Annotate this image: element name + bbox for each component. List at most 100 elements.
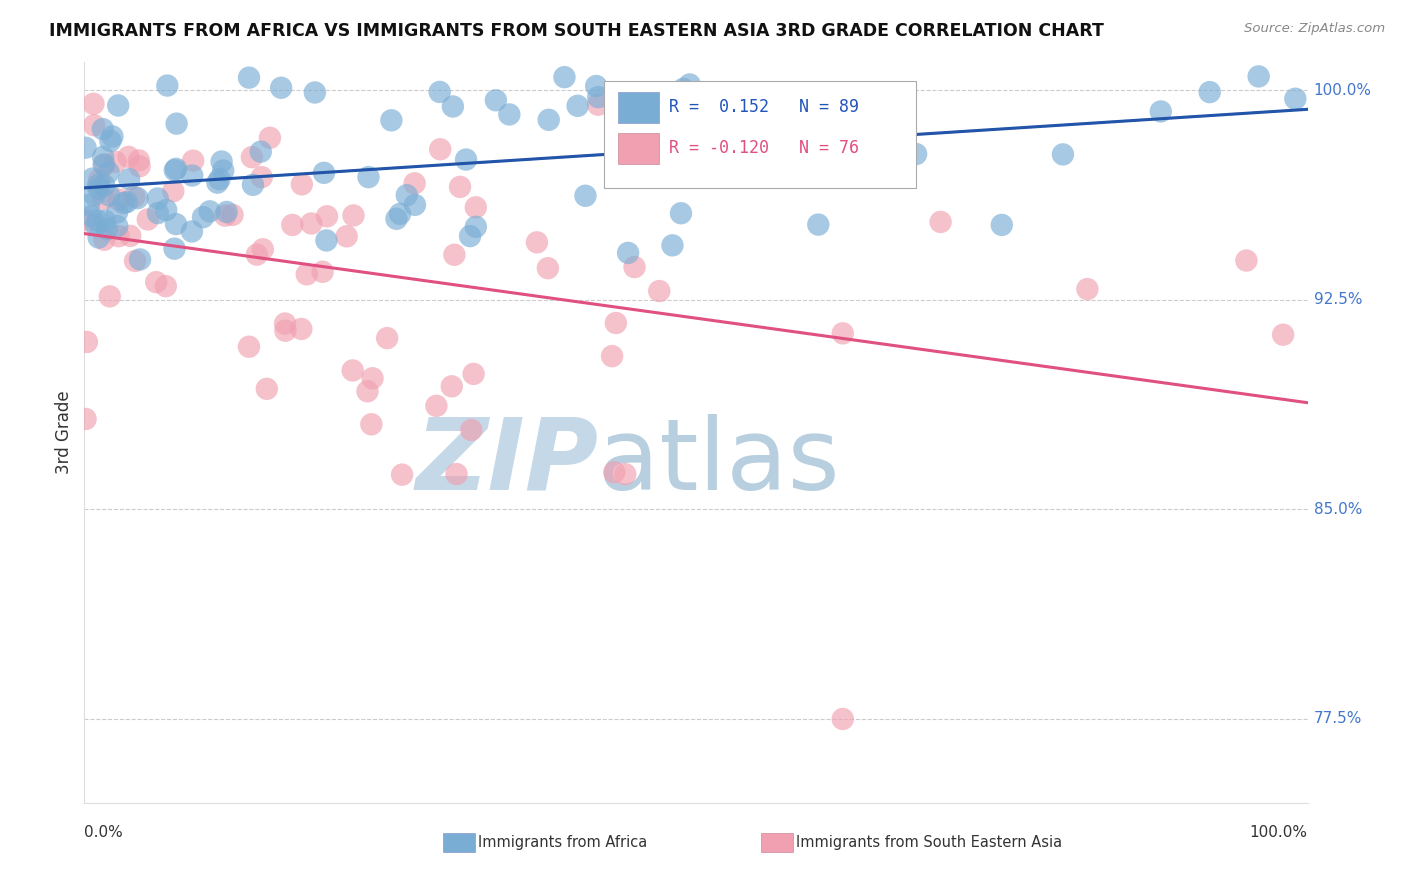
Point xyxy=(395,188,418,202)
Text: IMMIGRANTS FROM AFRICA VS IMMIGRANTS FROM SOUTH EASTERN ASIA 3RD GRADE CORRELATI: IMMIGRANTS FROM AFRICA VS IMMIGRANTS FRO… xyxy=(49,22,1104,40)
Point xyxy=(259,130,281,145)
Point xyxy=(198,204,221,219)
Point xyxy=(537,112,560,127)
Point xyxy=(485,93,508,107)
Point xyxy=(342,209,364,223)
Point xyxy=(734,169,756,184)
Point xyxy=(107,98,129,112)
Point xyxy=(181,169,204,183)
Point xyxy=(295,268,318,282)
Point xyxy=(315,234,337,248)
Point xyxy=(107,229,129,244)
Text: Immigrants from Africa: Immigrants from Africa xyxy=(478,835,648,850)
Point xyxy=(304,86,326,100)
Text: 100.0%: 100.0% xyxy=(1313,83,1372,98)
Point xyxy=(429,85,451,99)
Point xyxy=(614,467,637,482)
Point xyxy=(97,165,120,179)
Point xyxy=(165,161,187,176)
Text: 77.5%: 77.5% xyxy=(1313,712,1362,726)
Point xyxy=(87,178,110,192)
Text: Source: ZipAtlas.com: Source: ZipAtlas.com xyxy=(1244,22,1385,36)
Point xyxy=(441,99,464,113)
Point xyxy=(98,134,121,148)
Text: 92.5%: 92.5% xyxy=(1313,293,1362,308)
Text: R =  0.152   N = 89: R = 0.152 N = 89 xyxy=(669,98,859,116)
Point xyxy=(87,182,110,196)
Point xyxy=(1076,282,1098,296)
FancyBboxPatch shape xyxy=(605,81,917,188)
Point xyxy=(122,190,145,204)
Point xyxy=(375,331,398,345)
Point xyxy=(93,192,115,206)
Point xyxy=(238,340,260,354)
Point xyxy=(208,172,231,186)
Point xyxy=(96,222,118,236)
Point xyxy=(661,238,683,252)
Text: atlas: atlas xyxy=(598,414,839,511)
Point xyxy=(238,70,260,85)
Point xyxy=(336,229,359,244)
Point xyxy=(128,153,150,168)
Point xyxy=(93,158,115,172)
Point xyxy=(425,399,447,413)
Point xyxy=(360,417,382,432)
Point xyxy=(460,423,482,437)
Point xyxy=(146,191,169,205)
Point xyxy=(1236,253,1258,268)
Point xyxy=(191,210,214,224)
Point xyxy=(117,150,139,164)
Point xyxy=(136,212,159,227)
Point xyxy=(679,78,702,92)
Point xyxy=(464,219,486,234)
Point xyxy=(443,248,465,262)
Point xyxy=(553,70,575,84)
Point xyxy=(905,147,928,161)
Point xyxy=(991,218,1014,232)
Point xyxy=(831,326,853,341)
Point xyxy=(101,129,124,144)
Point xyxy=(212,163,235,178)
Point xyxy=(274,324,297,338)
Point xyxy=(256,382,278,396)
Point xyxy=(586,97,609,112)
Point xyxy=(124,254,146,268)
Point xyxy=(623,260,645,274)
Point xyxy=(605,316,627,330)
Point xyxy=(1052,147,1074,161)
Point xyxy=(166,117,188,131)
Point xyxy=(77,198,100,212)
Point xyxy=(105,219,128,233)
Point xyxy=(156,78,179,93)
Point xyxy=(181,224,204,238)
Point xyxy=(391,467,413,482)
Point xyxy=(389,207,412,221)
Point xyxy=(155,279,177,293)
Text: 100.0%: 100.0% xyxy=(1250,825,1308,840)
Point xyxy=(446,467,468,481)
Point xyxy=(603,465,626,479)
Point xyxy=(181,153,204,168)
Point xyxy=(380,113,402,128)
Point xyxy=(537,261,560,276)
Point xyxy=(91,122,114,136)
Point xyxy=(105,205,128,219)
FancyBboxPatch shape xyxy=(761,833,793,853)
Point xyxy=(463,367,485,381)
Point xyxy=(98,188,121,202)
Point xyxy=(215,205,238,219)
Point xyxy=(145,275,167,289)
Point xyxy=(316,210,339,224)
FancyBboxPatch shape xyxy=(443,833,475,853)
Point xyxy=(357,170,380,185)
Point xyxy=(75,412,97,426)
Point xyxy=(242,178,264,192)
Point xyxy=(163,242,186,256)
Point xyxy=(89,172,111,186)
Point xyxy=(82,171,104,186)
Point xyxy=(669,206,692,220)
Point xyxy=(620,160,643,174)
Text: R = -0.120   N = 76: R = -0.120 N = 76 xyxy=(669,138,859,157)
Point xyxy=(120,228,142,243)
Point xyxy=(93,233,115,247)
